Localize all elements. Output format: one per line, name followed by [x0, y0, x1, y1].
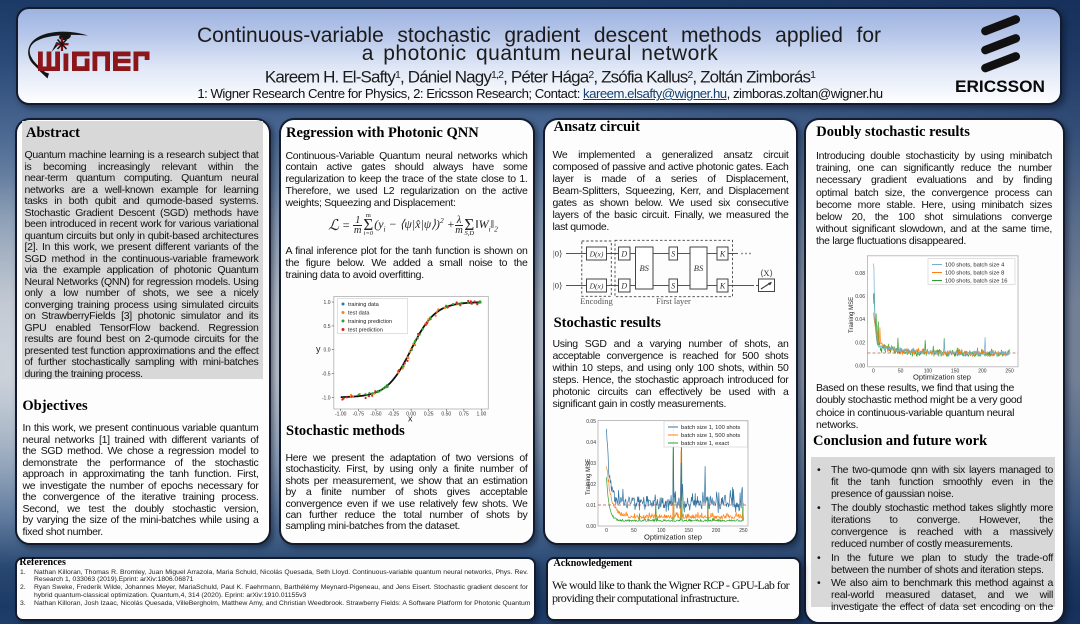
svg-text:100 shots, batch size 4: 100 shots, batch size 4 — [945, 263, 1005, 269]
svg-text:D(x): D(x) — [589, 281, 604, 290]
svg-text:Optimization step: Optimization step — [913, 373, 971, 382]
svg-text:0: 0 — [872, 369, 875, 375]
svg-text:100 shots, batch size 16: 100 shots, batch size 16 — [945, 279, 1008, 285]
svg-text:0.5: 0.5 — [324, 324, 331, 330]
svg-text:0.03: 0.03 — [586, 461, 596, 467]
svg-text:-1.00: -1.00 — [335, 412, 347, 418]
svg-text:1.00: 1.00 — [477, 412, 487, 418]
svg-text:S: S — [671, 281, 675, 290]
svg-text:BS: BS — [694, 263, 704, 273]
svg-text:-1.0: -1.0 — [322, 395, 331, 401]
svg-text:test data: test data — [348, 311, 370, 317]
svg-text:200: 200 — [978, 369, 987, 375]
svg-text:First layer: First layer — [656, 296, 691, 306]
svg-text:Optimization step: Optimization step — [644, 533, 702, 542]
svg-text:0.05: 0.05 — [586, 419, 596, 425]
svg-text:0: 0 — [605, 528, 608, 534]
svg-text:training data: training data — [348, 302, 380, 308]
svg-text:50: 50 — [631, 528, 637, 534]
svg-text:50: 50 — [898, 369, 904, 375]
svg-text:150: 150 — [951, 369, 960, 375]
svg-text:batch size 1, exact: batch size 1, exact — [681, 441, 729, 447]
svg-text:0.00: 0.00 — [406, 412, 416, 418]
svg-text:0.08: 0.08 — [855, 271, 865, 277]
svg-text:0.02: 0.02 — [586, 482, 596, 488]
svg-text:|0⟩: |0⟩ — [553, 249, 562, 259]
svg-text:-0.75: -0.75 — [353, 412, 365, 418]
svg-text:⟨X⟩: ⟨X⟩ — [760, 268, 773, 278]
svg-text:-0.50: -0.50 — [370, 412, 382, 418]
svg-text:0.50: 0.50 — [441, 412, 451, 418]
svg-text:100: 100 — [924, 369, 933, 375]
svg-text:batch size 1, 500 shots: batch size 1, 500 shots — [681, 433, 740, 439]
svg-text:0.0: 0.0 — [324, 348, 331, 354]
svg-text:D: D — [620, 249, 627, 258]
svg-text:0.04: 0.04 — [586, 440, 596, 446]
svg-text:x: x — [408, 414, 413, 424]
svg-text:y: y — [316, 344, 321, 354]
svg-text:150: 150 — [685, 528, 694, 534]
svg-text:D: D — [620, 281, 627, 290]
svg-text:D(x): D(x) — [589, 249, 604, 258]
svg-text:S: S — [671, 249, 675, 258]
svg-text:K: K — [719, 249, 726, 258]
svg-text:200: 200 — [712, 528, 721, 534]
svg-text:0.01: 0.01 — [586, 503, 596, 509]
svg-text:K: K — [719, 281, 726, 290]
svg-text:0.04: 0.04 — [855, 317, 865, 323]
svg-text:0.02: 0.02 — [855, 340, 865, 346]
svg-text:250: 250 — [1005, 369, 1014, 375]
svg-text:0.25: 0.25 — [424, 412, 434, 418]
svg-text:|0⟩: |0⟩ — [553, 281, 562, 291]
svg-text:0.06: 0.06 — [855, 294, 865, 300]
svg-text:1.0: 1.0 — [324, 300, 331, 306]
svg-text:-0.25: -0.25 — [388, 412, 400, 418]
svg-text:Training MSE: Training MSE — [586, 459, 592, 495]
svg-text:0.75: 0.75 — [459, 412, 469, 418]
svg-text:batch size 1, 100 shots: batch size 1, 100 shots — [681, 425, 740, 431]
svg-text:Encoding: Encoding — [580, 296, 613, 306]
svg-text:0.00: 0.00 — [586, 524, 596, 530]
svg-text:training prediction: training prediction — [348, 319, 392, 325]
svg-text:250: 250 — [739, 528, 748, 534]
svg-text:Training MSE: Training MSE — [849, 297, 855, 333]
svg-text:BS: BS — [639, 263, 649, 273]
svg-text:100 shots, batch size 8: 100 shots, batch size 8 — [945, 271, 1004, 277]
svg-text:test prediction: test prediction — [348, 328, 383, 334]
svg-text:0.00: 0.00 — [855, 364, 865, 370]
svg-text:-0.5: -0.5 — [322, 372, 331, 378]
svg-text:100: 100 — [657, 528, 666, 534]
svg-text:ERICSSON: ERICSSON — [955, 78, 1045, 96]
